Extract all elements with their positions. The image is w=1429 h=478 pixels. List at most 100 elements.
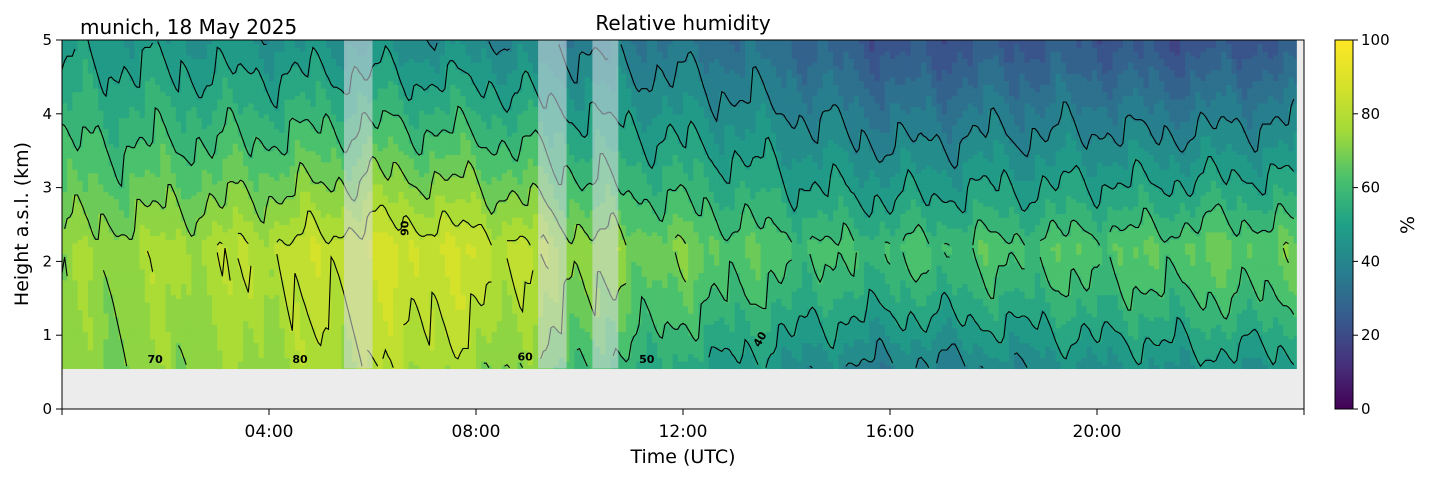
heatmap-cell (191, 106, 197, 110)
heatmap-cell (186, 221, 192, 225)
heatmap-cell (233, 55, 239, 59)
heatmap-cell (222, 154, 228, 158)
heatmap-cell (264, 295, 270, 299)
heatmap-cell (233, 92, 239, 96)
heatmap-cell (279, 265, 285, 269)
heatmap-cell (166, 261, 172, 265)
heatmap-cell (285, 180, 291, 184)
heatmap-cell (217, 361, 223, 365)
heatmap-cell (109, 88, 115, 92)
heatmap-cell (212, 225, 218, 229)
heatmap-cell (233, 354, 239, 358)
heatmap-cell (285, 250, 291, 254)
heatmap-cell (191, 103, 197, 107)
heatmap-cell (259, 213, 265, 217)
heatmap-cell (145, 110, 151, 114)
heatmap-cell (160, 103, 166, 107)
heatmap-cell (212, 247, 218, 251)
heatmap-cell (321, 361, 327, 365)
heatmap-cell (160, 84, 166, 88)
heatmap-cell (279, 206, 285, 210)
heatmap-cell (134, 66, 140, 70)
heatmap-cell (253, 287, 259, 291)
heatmap-cell (269, 309, 275, 313)
heatmap-cell (295, 291, 301, 295)
heatmap-cell (98, 210, 104, 214)
heatmap-cell (274, 44, 280, 48)
heatmap-cell (88, 66, 94, 70)
heatmap-cell (336, 44, 342, 48)
heatmap-cell (228, 99, 234, 103)
heatmap-cell (176, 261, 182, 265)
heatmap-cell (78, 210, 84, 214)
heatmap-cell (316, 95, 322, 99)
heatmap-cell (264, 73, 270, 77)
heatmap-cell (103, 309, 109, 313)
heatmap-cell (202, 191, 208, 195)
heatmap-cell (93, 254, 99, 258)
heatmap-cell (248, 58, 254, 62)
heatmap-cell (202, 177, 208, 181)
heatmap-cell (171, 92, 177, 96)
heatmap-cell (253, 188, 259, 192)
heatmap-cell (155, 320, 161, 324)
heatmap-cell (295, 140, 301, 144)
heatmap-cell (197, 147, 203, 151)
heatmap-cell (248, 99, 254, 103)
heatmap-cell (264, 236, 270, 240)
heatmap-cell (207, 66, 213, 70)
heatmap-cell (166, 313, 172, 317)
heatmap-cell (176, 239, 182, 243)
heatmap-cell (217, 147, 223, 151)
heatmap-cell (140, 154, 146, 158)
heatmap-cell (233, 236, 239, 240)
heatmap-cell (93, 221, 99, 225)
heatmap-cell (264, 99, 270, 103)
heatmap-cell (212, 110, 218, 114)
heatmap-cell (88, 258, 94, 262)
heatmap-cell (233, 232, 239, 236)
heatmap-cell (336, 162, 342, 166)
heatmap-cell (88, 254, 94, 258)
heatmap-cell (155, 188, 161, 192)
heatmap-cell (269, 324, 275, 328)
heatmap-cell (191, 239, 197, 243)
heatmap-cell (310, 225, 316, 229)
heatmap-cell (253, 346, 259, 350)
heatmap-cell (176, 180, 182, 184)
heatmap-cell (197, 361, 203, 365)
heatmap-cell (98, 324, 104, 328)
heatmap-cell (248, 158, 254, 162)
heatmap-cell (181, 332, 187, 336)
heatmap-cell (228, 202, 234, 206)
heatmap-cell (243, 99, 249, 103)
heatmap-cell (217, 173, 223, 177)
heatmap-cell (207, 225, 213, 229)
heatmap-cell (290, 295, 296, 299)
heatmap-cell (119, 195, 125, 199)
heatmap-cell (326, 236, 332, 240)
heatmap-cell (62, 151, 68, 155)
heatmap-cell (290, 199, 296, 203)
heatmap-cell (264, 129, 270, 133)
heatmap-cell (331, 165, 337, 169)
heatmap-cell (233, 199, 239, 203)
heatmap-cell (78, 51, 84, 55)
heatmap-cell (119, 295, 125, 299)
heatmap-cell (109, 361, 115, 365)
heatmap-cell (62, 147, 68, 151)
heatmap-cell (88, 272, 94, 276)
heatmap-cell (88, 276, 94, 280)
heatmap-cell (83, 62, 89, 66)
heatmap-cell (160, 77, 166, 81)
heatmap-cell (316, 136, 322, 140)
heatmap-cell (119, 95, 125, 99)
heatmap-cell (316, 106, 322, 110)
heatmap-cell (134, 328, 140, 332)
heatmap-cell (98, 66, 104, 70)
heatmap-cell (67, 291, 73, 295)
heatmap-cell (181, 70, 187, 74)
heatmap-cell (145, 324, 151, 328)
heatmap-cell (114, 114, 120, 118)
heatmap-cell (207, 92, 213, 96)
